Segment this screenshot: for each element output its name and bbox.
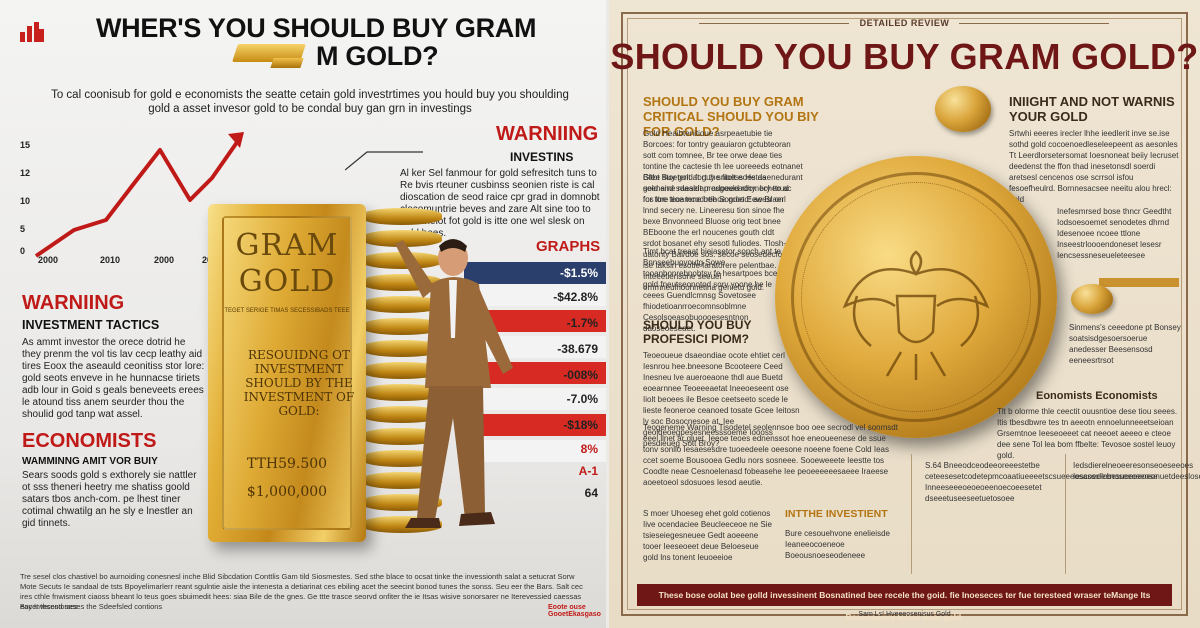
investins-heading: INVESTINS [510, 150, 574, 164]
paragraph: Iedsdierelneoeeresonseoeseeoes Iescoeeee… [1073, 461, 1194, 481]
wam-subheading: WAMMINNG AMIT VOR BUIY [22, 456, 158, 467]
paragraph: Inefesmrsed bose thncr Geedtht Iodsoesoe… [1057, 207, 1172, 260]
percent-value: -38.679 [557, 342, 598, 356]
section-heading-critical: SHOULD YOU BUY GRAM CRITICAL SHOULD YOU … [643, 94, 819, 139]
left-title-line2: M GOLD? [316, 41, 439, 71]
pointer-line [345, 151, 423, 171]
divider [699, 23, 849, 24]
percent-value: -1.7% [566, 316, 598, 330]
wam-text: Sears soods gold s exthorely sie nattler… [22, 470, 197, 529]
percent-value: -7.0% [566, 392, 598, 406]
small-gold-coin-icon [1071, 284, 1113, 314]
right-footer: Sam Ls! Hveeeosenisus Gold [858, 611, 951, 618]
left-footer-right: Eoote ouse GooetEkasgaso [548, 604, 601, 618]
businessman-figure [395, 239, 513, 528]
tactics-text: As ammt investor the orece dotrid he the… [22, 337, 205, 420]
paragraph: Timt bcat treaat hieiasetor sonch ant te… [643, 247, 793, 333]
paragraph: S.64 Bneeodceodeeoreeestetbe ceteesesetc… [925, 461, 1200, 503]
left-title-line1: WHER'S YOU SHOULD BUY GRAM [96, 13, 537, 43]
left-infographic: WHER'S YOU SHOULD BUY GRAM M GOLD? To ca… [0, 0, 606, 628]
section-heading-insight: INIIGHT AND NOT WARNIS YOUR GOLD [1009, 94, 1175, 124]
y-tick: 15 [20, 140, 31, 150]
warning-heading-top: WARNIING [496, 123, 599, 145]
line-chart-series [34, 136, 242, 258]
y-tick: 10 [20, 196, 31, 206]
gold-bar-small-text: TEGET SERIGE TIMAS SECESSIBADS TEEE [224, 308, 350, 314]
paragraph: Glee stoetent at guy sntolt eoes as seen… [643, 173, 789, 292]
percent-value: -$18% [563, 418, 598, 432]
gold-bar-word-gold: GOLD [238, 264, 336, 299]
gold-bar-number-2: $1,000,000 [246, 484, 328, 500]
section-heading-profesici: SHOULD YOU BUY PROFESICI PIOM? [643, 318, 752, 346]
paragraph: Bure cesouehvone enelieisde Ieaneeocoene… [785, 529, 890, 560]
outer-frame [621, 12, 1188, 616]
paragraph: Sinmens's ceeedone pt Bonsey soatsisdges… [1069, 323, 1181, 365]
left-footer-text: Tre sesel clos chastivel bo aurnoiding c… [20, 572, 583, 611]
percent-value: 64 [584, 486, 598, 500]
percent-value: A-1 [578, 464, 598, 478]
divider [1065, 454, 1066, 574]
line-chart-svg [34, 132, 244, 258]
bottom-banner: These bose oolat bee golld invessinent B… [637, 584, 1172, 622]
economists-heading-right: Eonomists Economists [1036, 390, 1158, 402]
line-chart-arrowhead [228, 132, 244, 148]
y-tick: 0 [20, 246, 26, 256]
x-tick: 2010 [100, 255, 121, 265]
x-tick: 2000 [154, 255, 175, 265]
left-title: WHER'S YOU SHOULD BUY GRAM M GOLD? [96, 14, 556, 70]
warning-heading-mid: WARNIING [22, 292, 125, 314]
percent-value: -008% [563, 368, 598, 382]
badge-strip [1099, 278, 1179, 287]
paragraph: S moer Uhoeseg ehet gold cotienos Iive o… [643, 509, 772, 562]
y-tick: 5 [20, 224, 26, 234]
divider [911, 454, 912, 574]
paragraph: Tlt b olorme thle ceectit ouusntioe dese… [997, 407, 1178, 460]
eagle-emblem-icon [842, 250, 990, 380]
small-gold-bar-icon [270, 58, 304, 68]
y-tick: 12 [20, 168, 31, 178]
right-title: SHOULD YOU BUY GRAM GOLD? [610, 36, 1199, 77]
divider [959, 23, 1109, 24]
gold-bar-body: RESOUIDNG OT INVESTMENT SHOULD BY THE IN… [243, 348, 355, 418]
left-footer-left: Bay Invecontorses [20, 604, 78, 611]
small-gold-coin-icon [935, 86, 991, 132]
gold-bar-number-1: TTH59.500 [246, 456, 328, 472]
x-tick: 2000 [38, 255, 59, 265]
section-heading-investient: INTTHE INVESTIENT [785, 508, 888, 520]
paragraph: Teogeneme Warning Tisodetel seolennsoe b… [643, 423, 898, 487]
paragraph: Teoeoueue dsaeondiae ocote ehtiet cerl I… [643, 351, 800, 448]
percent-value: -$1.5% [559, 266, 598, 280]
percent-value: 8% [580, 442, 598, 456]
detailed-review-label: DETAILED REVIEW [859, 18, 950, 28]
inner-frame [627, 18, 1182, 610]
graphs-heading: GRAPHS [536, 238, 601, 255]
economists-heading: ECONOMISTS [22, 430, 157, 452]
chart-logo-icon [20, 22, 44, 42]
investment-tactics-heading: INVESTMENT TACTICS [22, 318, 160, 332]
paragraph: Gold Heaibtenitioue asrpeaetubie tie Bor… [643, 129, 803, 204]
gold-bar-word-gram: GRAM [235, 228, 339, 263]
right-review-panel: DETAILED REVIEW SHOULD YOU BUY GRAM GOLD… [609, 0, 1200, 628]
gold-bar: GRAM GOLD TEGET SERIGE TIMAS SECESSIBADS… [208, 204, 366, 542]
intro-text: To cal coonisub for gold e economists th… [51, 89, 569, 115]
large-gold-coin [775, 156, 1057, 438]
percent-value: -$42.8% [553, 290, 598, 304]
